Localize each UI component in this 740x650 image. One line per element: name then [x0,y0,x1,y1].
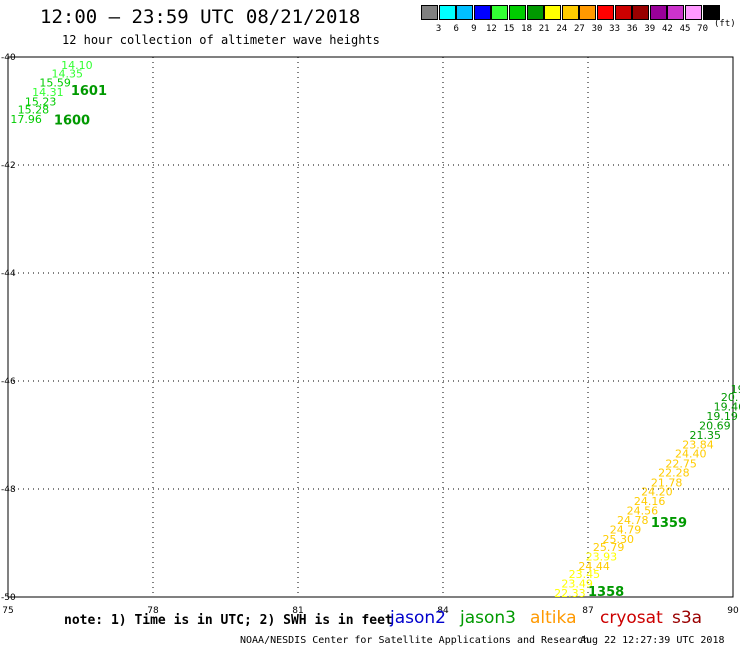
y-tick-label: -44 [1,269,16,279]
wave-height-point: 25.79 [593,541,625,554]
wave-height-point: 23.45 [569,568,601,581]
color-scale-tick: 21 [538,24,550,34]
wave-height-point: 23.93 [586,550,618,563]
color-scale-tick: 39 [644,24,656,34]
wave-height-point: 14.31 [32,86,64,99]
wave-height-point: 17.96 [10,113,42,126]
wave-height-point: 24.16 [634,495,666,508]
plot-frame [7,56,734,598]
color-scale-tick: 27 [573,24,585,34]
wave-height-point: 24.79 [610,523,642,536]
wave-height-point: 25.30 [603,533,635,546]
color-swatch [579,5,597,20]
color-swatch [473,5,491,20]
satellite-label-cryosat: cryosat [600,608,663,628]
satellite-label-jason3: jason3 [460,608,516,628]
wave-height-point: 23.84 [682,439,714,452]
color-scale-tick: 18 [521,24,533,34]
wave-height-point: 14.10 [61,59,93,72]
wave-height-point: 15.28 [18,104,49,117]
color-swatch [614,5,632,20]
color-swatch [456,5,474,20]
x-tick-label: 78 [147,606,159,616]
footer-note: note: 1) Time is in UTC; 2) SWH is in fe… [64,613,393,628]
wave-height-point: 20.69 [699,420,731,433]
color-scale-tick: 9 [471,24,477,34]
credit-line: NOAA/NESDIS Center for Satellite Applica… [240,635,590,646]
satellite-label-altika: altika [530,608,577,628]
color-scale-unit: (ft) [714,19,736,29]
wave-height-point: 22.33 [554,587,586,600]
color-swatch [561,5,579,20]
color-scale-tick: 6 [453,24,459,34]
wave-height-point: 22.28 [658,467,690,480]
color-scale-tick: 33 [609,24,621,34]
wave-height-point: 19.46 [714,401,740,414]
wave-height-point: 24.40 [675,448,707,461]
color-swatch [491,5,509,20]
color-swatch [667,5,685,20]
pass-time-label: 1359 [651,516,687,531]
color-scale-tick: 45 [679,24,691,34]
x-tick-label: 81 [292,606,303,616]
color-swatch [649,5,667,20]
color-swatch [685,5,702,20]
satellite-label-s3a: s3a [672,608,703,628]
wave-height-point: 24.56 [627,504,659,517]
color-scale-tick: 70 [697,24,709,34]
color-scale-tick: 3 [435,24,442,34]
pass-time-label: 1600 [54,114,90,129]
color-scale-tick: 24 [556,24,568,34]
y-tick-label: -50 [1,593,16,603]
wave-height-point: 20. [721,391,739,404]
color-swatch [509,5,526,20]
wave-height-point: 24.78 [617,514,649,527]
wave-height-point: 21.35 [690,429,722,442]
y-tick-label: -42 [1,161,16,171]
x-tick-label: 90 [727,606,739,616]
page-subtitle: 12 hour collection of altimeter wave hei… [62,33,380,47]
wave-height-point: 19 [731,383,740,396]
color-scale-tick: 12 [485,24,497,34]
color-swatch [438,5,456,20]
x-tick-label: 87 [582,606,593,616]
satellite-label-jason2: jason2 [390,608,446,628]
color-scale-tick: 15 [503,24,515,34]
y-tick-label: -48 [1,485,16,495]
color-scale-tick: 30 [591,24,603,34]
wave-height-point: 14.35 [52,68,84,81]
color-swatch [421,5,438,20]
wave-height-point: 15.23 [25,96,56,109]
pass-time-label: 1601 [71,84,107,99]
page-title: 12:00 – 23:59 UTC 08/21/2018 [40,6,361,28]
color-swatch [526,5,544,20]
wave-height-point: 23.49 [561,577,593,590]
wave-height-point: 19.19 [706,410,738,423]
x-tick-label: 84 [437,606,449,616]
y-tick-label: -40 [1,53,16,63]
wave-height-point: 24.44 [578,560,610,573]
color-swatch [544,5,562,20]
wave-height-point: 24.20 [641,485,673,498]
y-tick-label: -46 [1,377,16,387]
wave-height-point: 15.59 [39,77,71,90]
color-swatch [702,5,720,20]
pass-time-label: 1358 [588,585,624,600]
color-scale-tick: 36 [626,24,638,34]
wave-height-point: 21.78 [651,476,683,489]
color-swatch [597,5,614,20]
x-tick-label: 75 [2,606,13,616]
wave-height-point: 22.75 [665,457,697,470]
color-swatch [632,5,650,20]
generated-timestamp: Aug 22 12:27:39 UTC 2018 [580,635,725,646]
color-scale-tick: 42 [661,24,673,34]
